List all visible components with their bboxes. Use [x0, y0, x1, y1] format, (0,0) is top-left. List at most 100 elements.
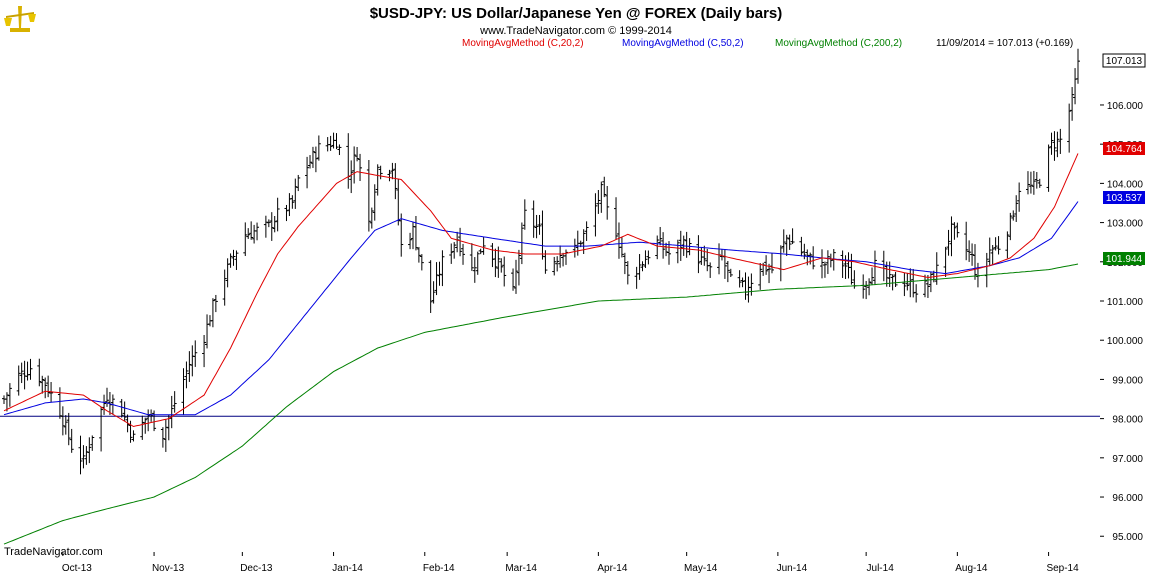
ohlc-bar — [475, 251, 480, 275]
ohlc-bar — [872, 250, 877, 285]
ohlc-bar — [1076, 48, 1080, 84]
ohlc-bar — [4, 392, 9, 412]
ohlc-bar — [922, 274, 927, 298]
ohlc-bar — [493, 248, 498, 278]
ohlc-bar — [146, 409, 151, 432]
ohlc-bar — [234, 250, 239, 270]
ohlc-bar — [943, 246, 948, 277]
ohlc-bars — [2, 48, 1080, 475]
ohlc-bar — [152, 410, 157, 432]
ohlc-bar — [399, 213, 404, 257]
y-tick-label: 101.000 — [1107, 297, 1144, 308]
ohlc-bar — [40, 375, 45, 394]
ohlc-bar — [1011, 210, 1016, 221]
ohlc-bar — [193, 340, 198, 367]
legend-last-info: 11/09/2014 = 107.013 (+0.169) — [936, 38, 1073, 49]
ohlc-bar — [413, 215, 418, 251]
ohlc-bar — [140, 415, 145, 440]
ohlc-bar — [622, 252, 627, 275]
ohlc-bar — [840, 250, 845, 278]
ohlc-bar — [519, 222, 524, 265]
legend-ma50: MovingAvgMethod (C,50,2) — [622, 38, 744, 49]
x-tick-label: Dec-13 — [240, 563, 273, 574]
ohlc-bar — [625, 261, 630, 285]
ohlc-bar — [246, 228, 251, 239]
ohlc-bar — [284, 204, 289, 222]
ohlc-bar — [599, 181, 604, 213]
ohlc-bar — [349, 160, 354, 194]
ohlc-bar — [973, 244, 978, 280]
ohlc-bar — [534, 214, 539, 239]
ohlc-bar — [213, 294, 218, 313]
ohlc-bar — [172, 391, 177, 413]
copyright-text: www.TradeNavigator.com © 1999-2014 — [479, 25, 672, 37]
plot-area — [0, 48, 1100, 545]
y-tick-label: 103.000 — [1107, 219, 1144, 230]
ohlc-bar — [481, 236, 486, 255]
ohlc-bar — [822, 261, 827, 278]
ohlc-bar — [537, 214, 542, 235]
ohlc-bar — [946, 229, 951, 256]
ohlc-bar — [870, 267, 875, 286]
ohlc-bar — [231, 249, 236, 266]
ohlc-bar — [49, 382, 54, 403]
ohlc-bar — [499, 258, 504, 273]
ohlc-bar — [1017, 182, 1022, 212]
ohlc-bar — [310, 146, 315, 168]
price-tag-ma20: 104.764 — [1103, 142, 1145, 155]
ohlc-bar — [925, 275, 930, 298]
ohlc-bar — [352, 146, 357, 184]
ohlc-bar — [122, 401, 127, 421]
ohlc-bar — [184, 361, 189, 389]
price-tag-ma50: 103.537 — [1103, 191, 1145, 204]
ohlc-bar — [222, 269, 227, 306]
ohlc-bar — [593, 193, 598, 237]
ohlc-bar — [522, 199, 527, 230]
ohlc-bar — [1037, 178, 1042, 188]
ohlc-bar — [808, 252, 813, 265]
ohlc-bar — [28, 358, 33, 380]
ohlc-bar — [290, 195, 295, 209]
ohlc-bar — [928, 271, 933, 293]
ohlc-bar — [658, 226, 663, 246]
ohlc-bar — [275, 197, 280, 232]
ohlc-bar — [266, 219, 271, 228]
ohlc-bar — [1046, 144, 1051, 192]
watermark-text: TradeNavigator.com — [4, 546, 103, 558]
chart-title: $USD-JPY: US Dollar/Japanese Yen @ FOREX… — [370, 5, 783, 22]
ohlc-bar — [781, 229, 786, 253]
price-tag-ma200: 101.944 — [1103, 252, 1145, 265]
ohlc-bar — [393, 163, 398, 200]
ohlc-bar — [867, 278, 872, 296]
ohlc-bar — [469, 243, 474, 271]
ohlc-bar — [43, 377, 48, 399]
x-tick-label: Sep-14 — [1046, 563, 1079, 574]
ohlc-bar — [19, 362, 24, 384]
ohlc-bar — [1028, 171, 1033, 194]
ma200-line — [3, 263, 1079, 545]
ohlc-bar — [784, 234, 789, 256]
ohlc-bar — [902, 272, 907, 297]
ohlc-bar — [640, 261, 645, 272]
ohlc-bar — [740, 277, 745, 288]
ohlc-bar — [375, 164, 380, 196]
x-tick-label: Aug-14 — [955, 563, 988, 574]
ohlc-bar — [764, 255, 769, 275]
ohlc-bar — [431, 281, 436, 304]
ohlc-bar — [269, 212, 274, 241]
ohlc-bar — [255, 222, 260, 241]
ohlc-bar — [516, 249, 521, 286]
ohlc-bar — [99, 406, 104, 452]
ohlc-bar — [372, 184, 377, 221]
ohlc-bar — [952, 222, 957, 240]
ohlc-bar — [572, 238, 577, 258]
ohlc-bar — [202, 334, 207, 368]
ohlc-bar — [614, 197, 619, 240]
ohlc-bar — [643, 250, 648, 268]
ohlc-bar — [81, 445, 86, 469]
ohlc-bar — [334, 133, 339, 150]
ohlc-bar — [990, 245, 995, 265]
ohlc-bar — [531, 200, 536, 238]
ohlc-bar — [825, 250, 830, 275]
